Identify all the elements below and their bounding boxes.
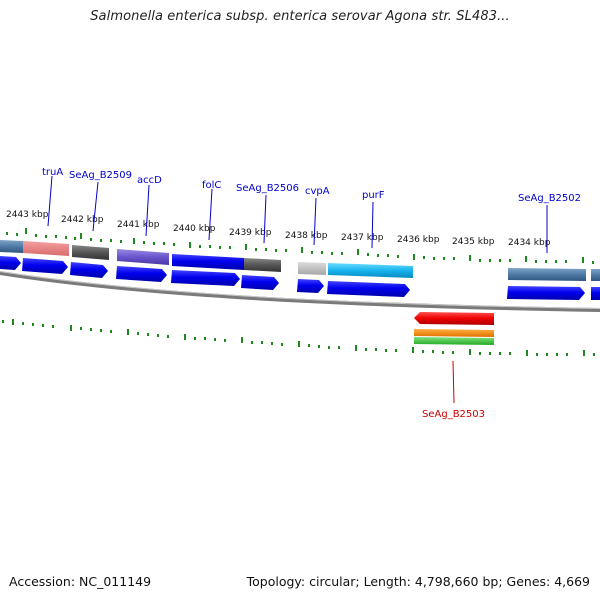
ruler-label: 2441 kbp: [117, 220, 160, 230]
gene-label-accd[interactable]: accD: [137, 175, 162, 186]
label-leaders: [47, 175, 548, 253]
cds-arrow: [22, 258, 68, 274]
cds-arrow: [327, 281, 410, 297]
cog-feature-row: [0, 240, 600, 281]
cds-arrow: [591, 287, 600, 300]
outer-tick-track: [6, 228, 594, 264]
ruler-label: 2439 kbp: [229, 228, 272, 238]
inner-tick-track: [2, 319, 595, 356]
cds-arrow: [171, 270, 240, 286]
backbone-arc: [0, 271, 600, 312]
genome-summary: Topology: circular; Length: 4,798,660 bp…: [246, 574, 590, 589]
cog-feature: [172, 254, 244, 270]
gene-label-cvpa[interactable]: cvpA: [305, 186, 330, 197]
gene-label-purf[interactable]: purF: [362, 190, 385, 201]
gene-label-trua[interactable]: truA: [42, 167, 63, 178]
cog-feature: [0, 240, 23, 253]
cog-feature: [23, 241, 69, 256]
ruler-label: 2434 kbp: [508, 238, 551, 248]
cds-arrow: [116, 266, 167, 282]
cds-arrow-reverse: [414, 312, 494, 325]
gene-label-seag-b2509[interactable]: SeAg_B2509: [69, 170, 132, 181]
ruler-label: 2440 kbp: [173, 224, 216, 234]
gene-label-seag-b2503[interactable]: SeAg_B2503: [422, 409, 485, 420]
map-title: Salmonella enterica subsp. enterica sero…: [90, 9, 510, 24]
cog-feature: [117, 249, 169, 265]
cog-feature: [328, 263, 413, 278]
ruler-label: 2438 kbp: [285, 231, 328, 241]
cog-feature: [508, 268, 586, 281]
gene-label-seag-b2502[interactable]: SeAg_B2502: [518, 193, 581, 204]
cds-arrow: [241, 275, 279, 290]
cds-arrow: [0, 256, 21, 270]
cog-feature-orange: [414, 329, 494, 337]
ruler-label: 2443 kbp: [6, 210, 49, 220]
gene-labels: truA SeAg_B2509 accD folC SeAg_B2506 cvp…: [42, 167, 581, 420]
ruler-label: 2442 kbp: [61, 215, 104, 225]
label-leader-red: [452, 360, 455, 404]
ruler-label: 2437 kbp: [341, 233, 384, 243]
cog-feature: [298, 262, 326, 275]
cds-arrow: [507, 286, 585, 300]
cds-arrow: [297, 279, 324, 293]
ruler-labels: 2443 kbp 2442 kbp 2441 kbp 2440 kbp 2439…: [6, 210, 551, 248]
cog-feature: [244, 258, 281, 272]
cds-forward-row: [0, 256, 600, 300]
cog-feature: [591, 269, 600, 281]
ruler-label: 2435 kbp: [452, 237, 495, 247]
gene-label-folc[interactable]: folC: [202, 180, 221, 191]
cog-feature: [72, 245, 109, 260]
accession-label: Accession: NC_011149: [9, 574, 152, 589]
cds-arrow: [70, 262, 108, 278]
ruler-label: 2436 kbp: [397, 235, 440, 245]
cog-feature-green: [414, 337, 494, 345]
backbone-highlight: [0, 271, 600, 309]
gene-label-seag-b2506[interactable]: SeAg_B2506: [236, 183, 299, 194]
